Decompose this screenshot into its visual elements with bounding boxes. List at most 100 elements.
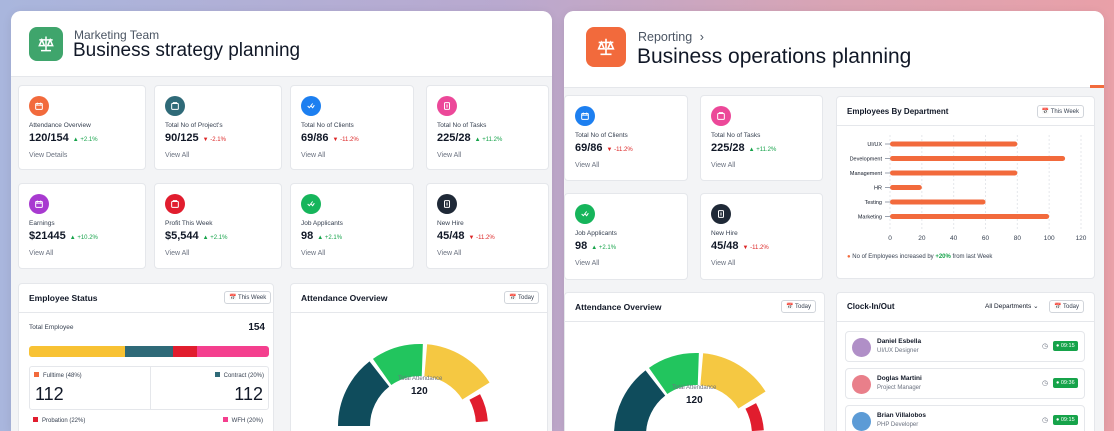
this-week-button[interactable]: 📅 This Week [1036,105,1084,118]
probation-label: Probation (22%) [42,418,86,424]
arrow-up-icon: ▲ [317,235,324,241]
footer-suffix: from last Week [952,254,993,260]
stat-value: 225/28 ▲ +11.2% [437,132,502,144]
breadcrumb[interactable]: Reporting › [638,30,704,44]
view-link[interactable]: View All [165,250,190,257]
employee-status-title: Employee Status [29,293,98,303]
time-badge: ● 09:15 [1053,415,1078,425]
bullet-icon: ● [847,254,851,260]
stat-icon [437,194,457,214]
stat-value: 98 ▲ +2.1% [575,240,616,252]
stat-label: Earnings [29,220,55,227]
view-link[interactable]: View All [437,152,462,159]
stat-card: Job Applicants 98 ▲ +2.1% View All [290,183,414,269]
stat-value: $21445 ▲ +10.2% [29,230,98,242]
employee-segment-fulltime [29,346,125,357]
stat-icon [575,106,595,126]
trend-value: +2.1% [80,137,98,143]
stat-label: Total No of Tasks [437,122,487,129]
today-button[interactable]: 📅 Today [1048,300,1084,313]
view-link[interactable]: View Details [29,152,68,159]
stat-icon [165,194,185,214]
clock-entry[interactable]: Brian Villalobos PHP Developer ◷ ● 09:15 [845,405,1085,431]
stat-icon [711,204,731,224]
stat-number: $5,544 [165,230,199,242]
chip-label: Today [517,295,534,301]
view-link[interactable]: View All [575,260,600,267]
clock-entry[interactable]: Doglas Martini Project Manager ◷ ● 09:36 [845,368,1085,399]
gauge-segment-absent [745,403,764,431]
stat-trend: ▼ -2.1% [203,137,226,143]
right-dashboard-panel: Reporting › Business operations planning… [564,11,1104,431]
x-tick-label: 60 [982,235,990,242]
person-name: Brian Villalobos [877,412,927,419]
stat-trend: ▲ +2.1% [317,235,342,241]
view-link[interactable]: View All [437,250,462,257]
stat-icon [575,204,595,224]
gauge-segment-permission [424,344,490,400]
person-role: PHP Developer [877,422,919,428]
view-link[interactable]: View All [301,152,326,159]
today-button[interactable]: 📅 Today [503,291,539,304]
stat-trend: ▲ +11.2% [749,147,777,153]
stat-card: Job Applicants 98 ▲ +2.1% View All [564,193,688,280]
this-week-button[interactable]: 📅 This Week [224,291,272,304]
total-employee-label: Total Employee [29,324,74,331]
today-button[interactable]: 📅 Today [780,300,816,313]
wfh-label: WFH (20%) [231,418,263,424]
time-badge: ● 09:36 [1053,378,1078,388]
clock-entry[interactable]: Daniel Esbella UI/UX Designer ◷ ● 09:15 [845,331,1085,362]
stat-number: 120/154 [29,132,69,144]
view-link[interactable]: View All [711,162,736,169]
attendance-overview-card: Attendance Overview 📅 Today Total Attend… [290,283,548,431]
department-dropdown[interactable]: All Departments ⌄ [985,302,1039,310]
view-link[interactable]: View All [29,250,54,257]
stat-number: 98 [575,240,588,252]
stat-label: New Hire [437,220,464,227]
stat-label: Job Applicants [301,220,343,227]
stat-value: 45/48 ▼ -11.2% [437,230,495,242]
view-link[interactable]: View All [165,152,190,159]
total-employee-value: 154 [248,322,265,333]
time-badge: ● 09:15 [1053,341,1078,351]
trend-value: +11.2% [756,147,777,153]
dept-chart-title: Employees By Department [847,107,949,116]
stat-card: Total No of Clients 69/86 ▼ -11.2% View All [290,85,414,170]
attendance-title: Attendance Overview [301,293,388,303]
footer-prefix: No of Employees increased by [852,254,934,260]
view-link[interactable]: View All [711,260,736,267]
arrow-down-icon: ▼ [606,147,613,153]
y-tick-label: Testing [865,200,882,206]
bar-uiux [890,141,1018,147]
breadcrumb-reporting[interactable]: Reporting [638,30,693,44]
stat-value: 90/125 ▼ -2.1% [165,132,226,144]
dept-footer: ● No of Employees increased by +20% from… [847,254,992,260]
chevron-down-icon: ⌄ [1033,303,1039,310]
attendance-title: Attendance Overview [575,302,662,312]
gauge-center-value: 120 [411,386,428,397]
arrow-up-icon: ▲ [72,137,79,143]
arrow-down-icon: ▼ [468,235,475,241]
stat-trend: ▼ -11.2% [469,235,495,241]
stat-trend: ▲ +10.2% [70,235,98,241]
person-role: UI/UX Designer [877,348,919,354]
stat-label: Attendance Overview [29,122,91,129]
team-subtitle: Marketing Team [74,28,160,42]
view-link[interactable]: View All [301,250,326,257]
view-link[interactable]: View All [575,162,600,169]
chevron-right-icon: › [699,30,704,44]
time-value: 09:15 [1060,417,1075,423]
avatar [852,375,871,394]
gauge-center-label: Total Attendance [398,376,443,382]
stat-label: Total No of Tasks [711,132,761,139]
avatar [852,412,871,431]
chip-label: Today [1062,304,1079,310]
bar-testing [890,199,986,205]
employees-by-department-card: Employees By Department 📅 This Week 0 20 4… [836,96,1095,279]
employee-segment-probation [173,346,197,357]
stat-number: 98 [301,230,314,242]
gauge-segment-absent [469,394,488,423]
stat-number: 45/48 [711,240,739,252]
stat-trend: ▲ +11.2% [475,137,503,143]
stat-icon [437,96,457,116]
